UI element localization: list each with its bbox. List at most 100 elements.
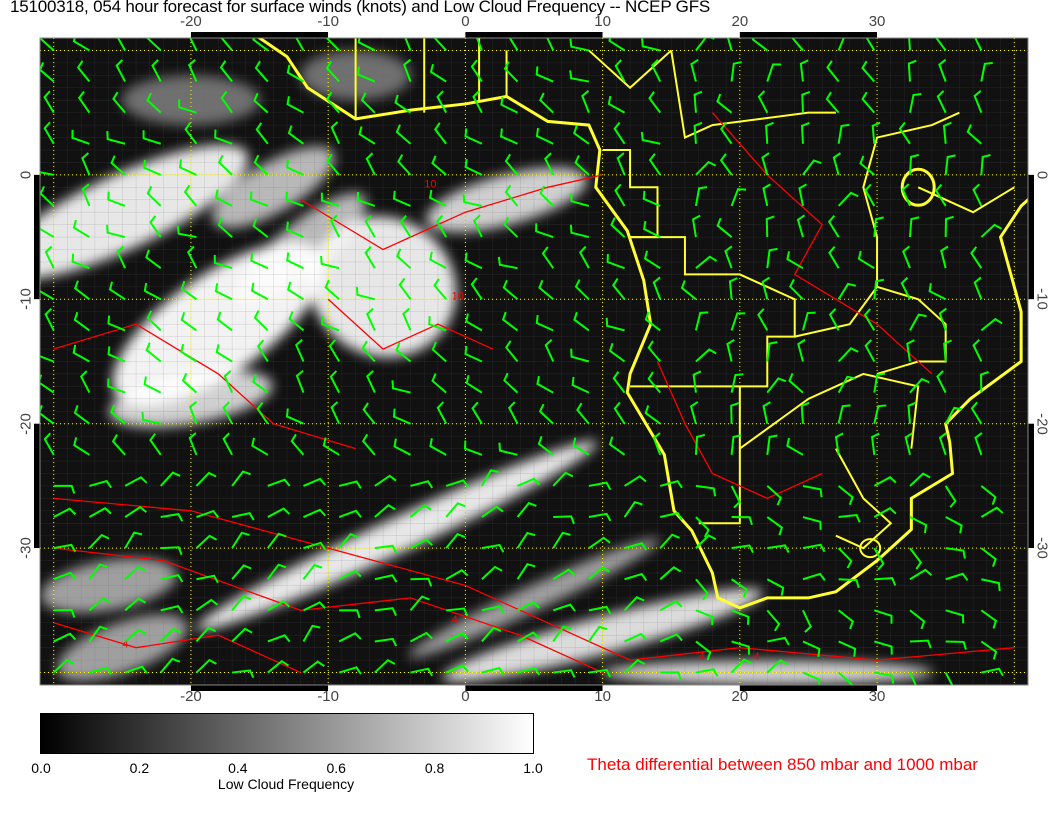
wind-barb (53, 632, 77, 643)
frame-bar (34, 299, 40, 424)
wind-barb (908, 216, 920, 238)
wind-barb (464, 128, 483, 145)
wind-barb (802, 159, 822, 176)
wind-barb (365, 152, 376, 176)
wind-barb (88, 506, 112, 518)
wind-barb (901, 183, 911, 207)
frame-bar (328, 32, 466, 38)
wind-barb (295, 369, 305, 393)
wind-barb (160, 627, 182, 643)
wind-barb (72, 219, 90, 238)
wind-barb (285, 408, 304, 425)
wind-barb (588, 668, 612, 678)
wind-barb (184, 122, 198, 145)
wind-barb (124, 597, 147, 612)
wind-barb (464, 252, 483, 270)
lon-tick-top: 20 (731, 13, 749, 30)
wind-barb (900, 276, 911, 300)
wind-barb (43, 90, 55, 114)
wind-barb (481, 543, 505, 553)
wind-barb (552, 531, 571, 549)
wind-barb (761, 152, 770, 176)
wind-barb (231, 470, 251, 487)
wind-barb (907, 59, 917, 82)
wind-barb (160, 574, 184, 583)
wind-barb (180, 280, 198, 301)
frame-bar (34, 50, 40, 175)
wind-barb (838, 485, 854, 506)
wind-barb (796, 214, 806, 238)
wind-barb (429, 438, 447, 456)
wind-barb (588, 625, 608, 643)
wind-barb (837, 547, 853, 569)
wind-barb (476, 38, 483, 51)
wind-barb (643, 250, 661, 270)
wind-barb (391, 380, 411, 394)
wind-barb (614, 59, 626, 83)
wind-barb (731, 544, 754, 554)
wind-barb (374, 607, 397, 616)
wind-barb (107, 378, 126, 394)
wind-barb (320, 192, 340, 207)
wind-barb (115, 59, 126, 83)
wind-barb (935, 38, 947, 52)
wind-barb (146, 310, 162, 332)
wind-barb (944, 672, 954, 685)
wind-barb (731, 640, 750, 655)
wind-barb (538, 403, 554, 425)
wind-barb (767, 544, 790, 553)
wind-barb (608, 342, 626, 363)
frame-bar (602, 685, 740, 691)
wind-barb (107, 191, 126, 207)
wind-barb (217, 217, 233, 238)
lon-tick-top: 10 (594, 13, 611, 30)
wind-barb (402, 307, 412, 331)
wind-barb (267, 507, 291, 518)
wind-barb (537, 435, 554, 456)
wind-barb (124, 628, 147, 643)
wind-barb (799, 59, 809, 82)
wind-barb (726, 338, 735, 362)
wind-barb (588, 481, 612, 491)
wind-barb (77, 90, 91, 114)
wind-barb (195, 626, 217, 643)
frame-bar (1028, 299, 1034, 424)
wind-barb (149, 215, 162, 238)
wind-barb (398, 277, 412, 300)
frame-bar (1028, 548, 1034, 673)
wind-barb (909, 568, 933, 581)
wind-barb (695, 255, 718, 269)
wind-barb (326, 153, 340, 176)
wind-barb (40, 220, 55, 238)
wind-barb (974, 38, 983, 51)
wind-barb (290, 433, 305, 456)
wind-barb (222, 401, 233, 425)
wind-barb (392, 190, 411, 207)
wind-barb (716, 93, 733, 114)
wind-barb (160, 604, 184, 614)
wind-barb (397, 154, 412, 176)
wind-barb (364, 246, 376, 269)
wind-barb (250, 282, 269, 301)
wind-barb (730, 188, 747, 207)
theta-contour (711, 112, 933, 375)
wind-barb (286, 64, 304, 83)
wind-barb (605, 317, 625, 332)
wind-barb (865, 38, 876, 51)
wind-barb (789, 278, 804, 300)
lon-tick-bottom: 0 (461, 688, 470, 705)
contour-label: 4 (452, 614, 458, 626)
wind-barb (832, 152, 842, 176)
wind-barb (659, 480, 683, 489)
wind-barb (195, 598, 219, 612)
wind-barb (143, 282, 162, 301)
wind-barb (76, 60, 91, 83)
wind-barb (295, 38, 305, 51)
wind-barb (142, 130, 162, 145)
wind-barb (328, 339, 341, 363)
wind-barb (641, 38, 661, 52)
wind-barb (837, 375, 856, 394)
wind-barb (689, 401, 699, 424)
wind-barb (106, 131, 126, 145)
wind-barb (470, 277, 483, 300)
